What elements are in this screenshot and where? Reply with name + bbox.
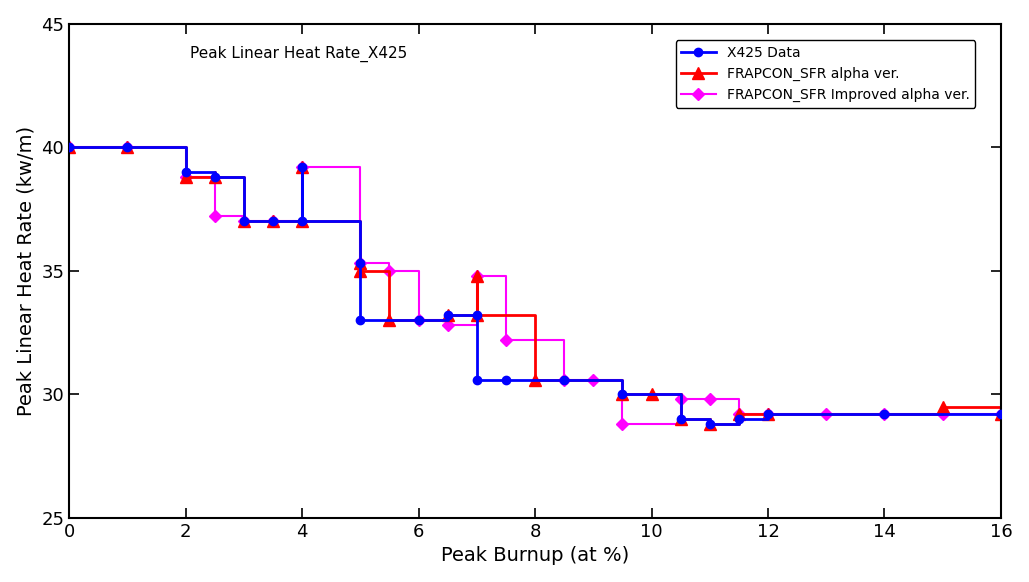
FRAPCON_SFR Improved alpha ver. (616, 421, 629, 428)
FRAPCON_SFR alpha ver. (995, 411, 1007, 418)
FRAPCON_SFR Improved alpha ver. (879, 411, 891, 418)
FRAPCON_SFR alpha ver. (354, 267, 366, 274)
X425 Data (413, 317, 425, 324)
FRAPCON_SFR alpha ver. (441, 312, 454, 319)
FRAPCON_SFR Improved alpha ver. (63, 144, 75, 151)
X425 Data (179, 168, 191, 175)
X425 Data (995, 411, 1007, 418)
X425 Data (470, 312, 483, 319)
X425 Data (441, 312, 454, 319)
X425 Data (761, 411, 774, 418)
Line: FRAPCON_SFR alpha ver.: FRAPCON_SFR alpha ver. (64, 141, 1006, 430)
FRAPCON_SFR alpha ver. (470, 312, 483, 319)
FRAPCON_SFR alpha ver. (470, 272, 483, 279)
FRAPCON_SFR alpha ver. (121, 144, 134, 151)
FRAPCON_SFR Improved alpha ver. (209, 213, 221, 220)
FRAPCON_SFR Improved alpha ver. (267, 218, 279, 225)
FRAPCON_SFR alpha ver. (761, 411, 774, 418)
X425 Data (267, 218, 279, 225)
X425 Data (558, 376, 570, 383)
FRAPCON_SFR alpha ver. (936, 403, 949, 410)
FRAPCON_SFR Improved alpha ver. (238, 218, 250, 225)
FRAPCON_SFR alpha ver. (704, 421, 716, 428)
FRAPCON_SFR alpha ver. (645, 391, 658, 398)
X425 Data (704, 421, 716, 428)
FRAPCON_SFR Improved alpha ver. (936, 411, 949, 418)
FRAPCON_SFR alpha ver. (529, 376, 541, 383)
Text: Peak Linear Heat Rate_X425: Peak Linear Heat Rate_X425 (190, 46, 407, 62)
FRAPCON_SFR Improved alpha ver. (588, 376, 600, 383)
FRAPCON_SFR Improved alpha ver. (500, 336, 512, 343)
FRAPCON_SFR Improved alpha ver. (470, 272, 483, 279)
X425 Data (354, 317, 366, 324)
FRAPCON_SFR alpha ver. (267, 218, 279, 225)
X425 Data (296, 164, 309, 171)
Line: FRAPCON_SFR Improved alpha ver.: FRAPCON_SFR Improved alpha ver. (65, 143, 1005, 428)
FRAPCON_SFR alpha ver. (179, 173, 191, 180)
FRAPCON_SFR Improved alpha ver. (995, 411, 1007, 418)
FRAPCON_SFR Improved alpha ver. (704, 396, 716, 403)
FRAPCON_SFR Improved alpha ver. (558, 376, 570, 383)
FRAPCON_SFR Improved alpha ver. (413, 317, 425, 324)
Legend: X425 Data, FRAPCON_SFR alpha ver., FRAPCON_SFR Improved alpha ver.: X425 Data, FRAPCON_SFR alpha ver., FRAPC… (676, 41, 975, 108)
FRAPCON_SFR alpha ver. (296, 218, 309, 225)
X425 Data (354, 260, 366, 267)
FRAPCON_SFR Improved alpha ver. (383, 267, 395, 274)
X425 Data (121, 144, 134, 151)
FRAPCON_SFR Improved alpha ver. (296, 164, 309, 171)
FRAPCON_SFR Improved alpha ver. (820, 411, 832, 418)
X425 Data (879, 411, 891, 418)
FRAPCON_SFR alpha ver. (238, 218, 250, 225)
FRAPCON_SFR Improved alpha ver. (354, 260, 366, 267)
FRAPCON_SFR Improved alpha ver. (179, 173, 191, 180)
X425 Data (209, 173, 221, 180)
FRAPCON_SFR alpha ver. (209, 173, 221, 180)
X425 Data (674, 416, 686, 423)
FRAPCON_SFR Improved alpha ver. (733, 411, 745, 418)
X425 Data (470, 376, 483, 383)
X425 Data (238, 218, 250, 225)
X425 Data (500, 376, 512, 383)
FRAPCON_SFR alpha ver. (296, 164, 309, 171)
FRAPCON_SFR alpha ver. (383, 317, 395, 324)
X425 Data (616, 391, 629, 398)
FRAPCON_SFR Improved alpha ver. (441, 322, 454, 329)
X425 Data (296, 218, 309, 225)
FRAPCON_SFR Improved alpha ver. (121, 144, 134, 151)
FRAPCON_SFR alpha ver. (674, 416, 686, 423)
FRAPCON_SFR alpha ver. (733, 411, 745, 418)
X-axis label: Peak Burnup (at %): Peak Burnup (at %) (440, 546, 629, 565)
X425 Data (63, 144, 75, 151)
FRAPCON_SFR Improved alpha ver. (674, 396, 686, 403)
X425 Data (733, 416, 745, 423)
Y-axis label: Peak Linear Heat Rate (kw/m): Peak Linear Heat Rate (kw/m) (16, 126, 36, 416)
FRAPCON_SFR alpha ver. (354, 260, 366, 267)
FRAPCON_SFR Improved alpha ver. (761, 411, 774, 418)
FRAPCON_SFR alpha ver. (616, 391, 629, 398)
Line: X425 Data: X425 Data (65, 143, 1005, 428)
FRAPCON_SFR alpha ver. (63, 144, 75, 151)
